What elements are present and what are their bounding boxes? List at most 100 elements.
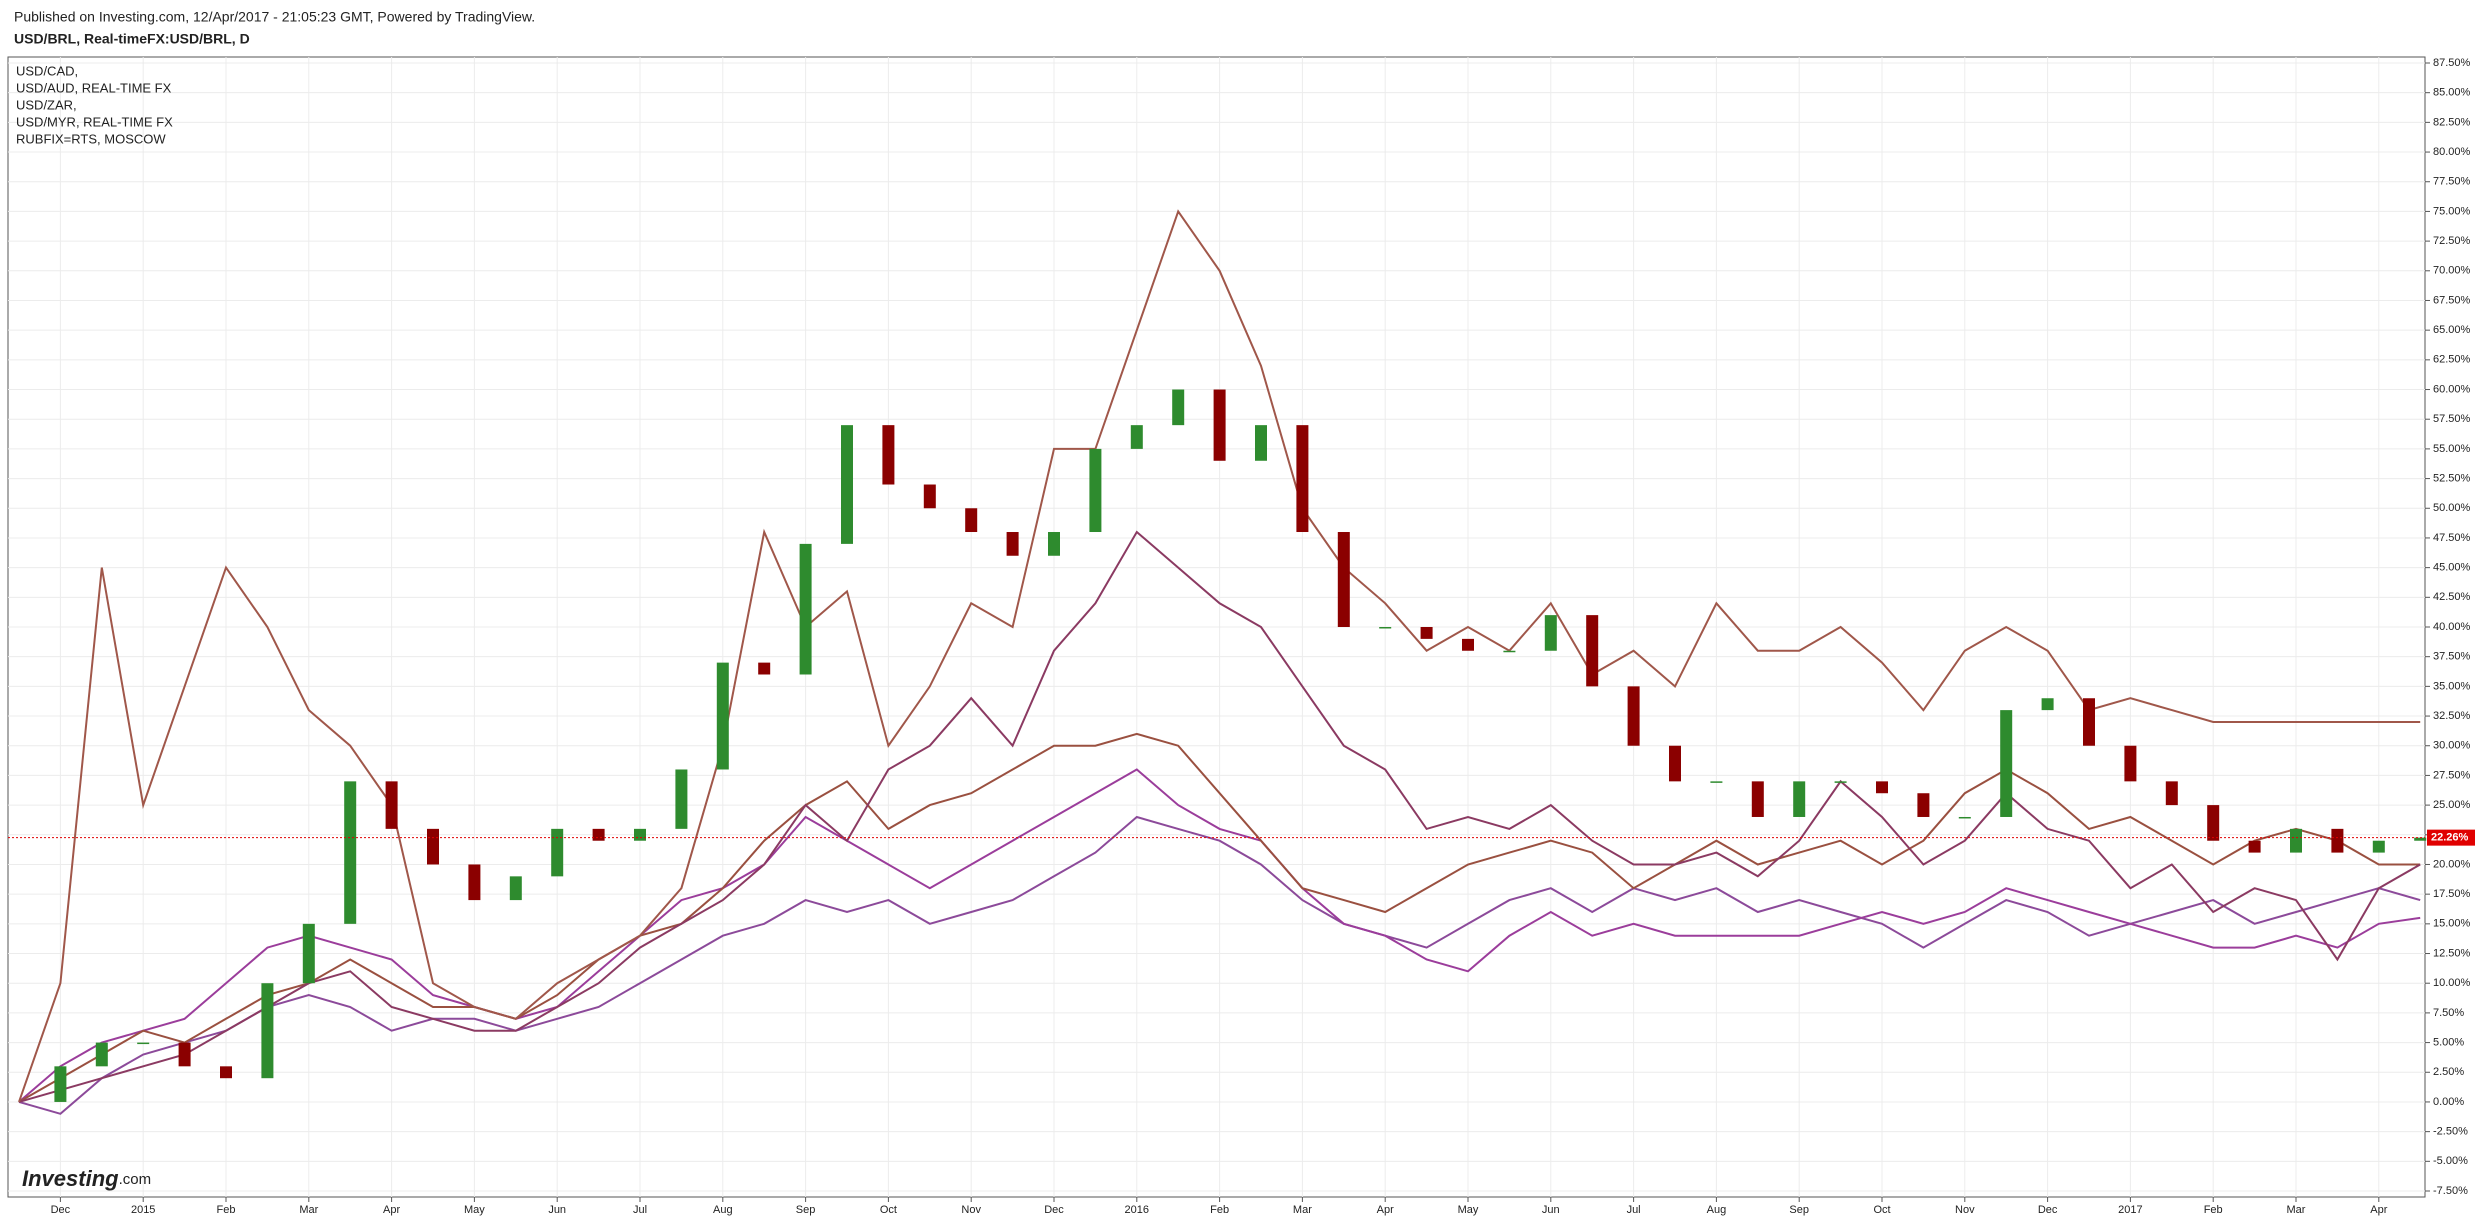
y-tick-label: 45.00% bbox=[2433, 562, 2471, 574]
candle bbox=[302, 923, 315, 984]
candle bbox=[923, 484, 936, 509]
x-tick-label: Jul bbox=[633, 1204, 647, 1216]
x-tick-label: Apr bbox=[383, 1204, 400, 1216]
y-tick-label: 62.50% bbox=[2433, 354, 2471, 366]
candle bbox=[675, 769, 688, 829]
x-tick-label: Aug bbox=[713, 1204, 733, 1216]
candle bbox=[468, 864, 481, 901]
candle bbox=[592, 828, 605, 841]
candle bbox=[841, 425, 853, 544]
y-tick-label: 75.00% bbox=[2433, 205, 2471, 217]
x-tick-label: Mar bbox=[299, 1204, 318, 1216]
logo-main: Investing bbox=[22, 1166, 119, 1191]
y-tick-label: 67.50% bbox=[2433, 294, 2471, 306]
candle bbox=[1048, 532, 1060, 556]
x-tick-label: 2017 bbox=[2118, 1204, 2142, 1216]
candle bbox=[1544, 615, 1557, 651]
x-tick-label: Mar bbox=[2287, 1204, 2306, 1216]
x-tick-label: Aug bbox=[1707, 1204, 1727, 1216]
candle bbox=[385, 781, 398, 829]
y-tick-label: -7.50% bbox=[2433, 1185, 2468, 1197]
x-tick-label: Feb bbox=[2204, 1204, 2223, 1216]
legend: USD/CAD, USD/AUD, REAL-TIME FX USD/ZAR, USD… bbox=[16, 63, 173, 146]
x-tick-label: Dec bbox=[1044, 1204, 1064, 1216]
x-tick-label: Dec bbox=[51, 1204, 71, 1216]
candle bbox=[1089, 448, 1102, 533]
y-tick-label: 35.00% bbox=[2433, 680, 2471, 692]
candle bbox=[1130, 425, 1143, 449]
y-tick-label: -5.00% bbox=[2433, 1155, 2468, 1167]
y-tick-label: 87.50% bbox=[2433, 57, 2471, 69]
candle bbox=[2331, 828, 2344, 853]
candle bbox=[634, 828, 646, 841]
y-tick-label: 47.50% bbox=[2433, 532, 2471, 544]
x-tick-label: May bbox=[1458, 1204, 1479, 1216]
candle bbox=[799, 543, 812, 675]
series-line bbox=[18, 530, 2421, 1103]
grid: 87.50% 85.00% 82.50% 80.00% 77.50% 75.00% 72.5… bbox=[8, 57, 2471, 1216]
y-tick-label: 12.50% bbox=[2433, 947, 2471, 959]
x-tick-label: Jun bbox=[1542, 1204, 1560, 1216]
y-tick-label: 77.50% bbox=[2433, 176, 2471, 188]
x-tick-label: Feb bbox=[217, 1204, 236, 1216]
candle bbox=[1337, 532, 1350, 627]
x-tick-label: 2016 bbox=[1125, 1204, 1149, 1216]
candle bbox=[2165, 781, 2178, 806]
candle bbox=[1586, 615, 1599, 687]
y-tick-label: 25.00% bbox=[2433, 799, 2471, 811]
candle bbox=[1296, 425, 1309, 533]
candle bbox=[1379, 627, 1392, 629]
candle bbox=[54, 1066, 67, 1102]
series-line bbox=[18, 732, 2421, 1103]
y-tick-label: 55.00% bbox=[2433, 443, 2471, 455]
candle bbox=[1213, 389, 1226, 461]
y-tick-label: 20.00% bbox=[2433, 858, 2471, 870]
candle bbox=[1917, 793, 1930, 817]
y-tick-label: 60.00% bbox=[2433, 383, 2471, 395]
candle bbox=[1172, 389, 1185, 426]
legend-entry: USD/MYR, REAL-TIME FX bbox=[16, 114, 173, 129]
candle bbox=[2414, 837, 2427, 841]
logo: Investing.com bbox=[22, 1166, 151, 1191]
candle bbox=[220, 1066, 232, 1079]
y-tick-label: 17.50% bbox=[2433, 888, 2471, 900]
y-tick-label: -2.50% bbox=[2433, 1126, 2468, 1138]
y-tick-label: 15.00% bbox=[2433, 918, 2471, 930]
candle bbox=[2290, 828, 2302, 853]
candle bbox=[427, 828, 439, 865]
y-tick-label: 50.00% bbox=[2433, 502, 2471, 514]
candle bbox=[551, 828, 564, 877]
y-tick-label: 0.00% bbox=[2433, 1096, 2464, 1108]
y-tick-label: 57.50% bbox=[2433, 413, 2471, 425]
series-line bbox=[18, 768, 2421, 1103]
candle bbox=[1627, 686, 1640, 746]
candle bbox=[1793, 781, 1806, 817]
candle bbox=[1876, 781, 1888, 794]
candle bbox=[758, 662, 771, 675]
x-tick-label: Nov bbox=[961, 1204, 981, 1216]
candle bbox=[1710, 781, 1723, 783]
published-text: Published on Investing.com, 12/Apr/2017 … bbox=[14, 9, 535, 25]
y-tick-label: 70.00% bbox=[2433, 265, 2471, 277]
legend-entry: RUBFIX=RTS, MOSCOW bbox=[16, 131, 166, 146]
x-tick-label: Mar bbox=[1293, 1204, 1312, 1216]
candle bbox=[1669, 745, 1681, 782]
y-tick-label: 27.50% bbox=[2433, 769, 2471, 781]
candle bbox=[261, 983, 274, 1079]
x-tick-label: 2015 bbox=[131, 1204, 155, 1216]
candle bbox=[95, 1042, 108, 1067]
candle bbox=[178, 1042, 191, 1067]
candle bbox=[509, 876, 522, 901]
candle bbox=[2041, 698, 2054, 711]
candle bbox=[882, 425, 895, 485]
candle bbox=[1255, 425, 1267, 461]
x-tick-label: Sep bbox=[1789, 1204, 1809, 1216]
x-tick-label: Oct bbox=[1873, 1204, 1890, 1216]
y-tick-label: 5.00% bbox=[2433, 1036, 2464, 1048]
y-tick-label: 10.00% bbox=[2433, 977, 2471, 989]
y-tick-label: 82.50% bbox=[2433, 116, 2471, 128]
candle bbox=[2083, 698, 2095, 746]
x-tick-label: Oct bbox=[880, 1204, 897, 1216]
symbol-title: USD/BRL, Real-timeFX:USD/BRL, D bbox=[14, 31, 250, 47]
y-tick-label: 65.00% bbox=[2433, 324, 2471, 336]
